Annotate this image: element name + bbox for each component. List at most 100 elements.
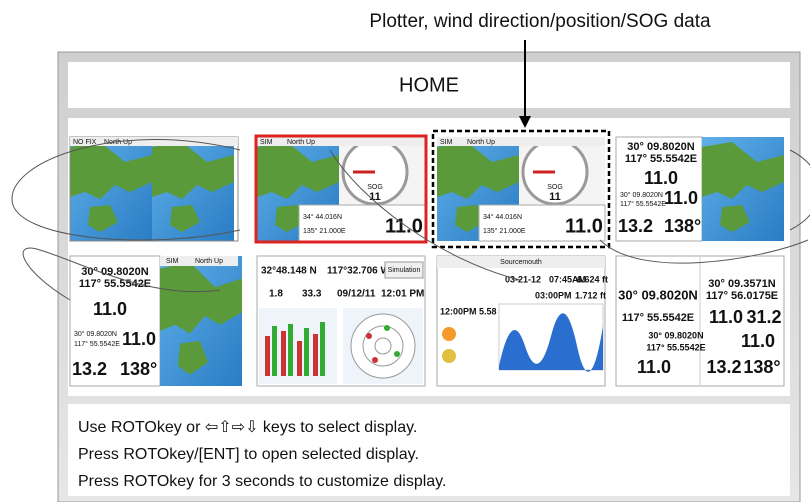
label: Simulation xyxy=(388,267,421,274)
label: 13.2 xyxy=(706,357,741,377)
label: 11.0 xyxy=(709,307,743,327)
label: 12:01 PM xyxy=(381,289,424,300)
label: 09/12/11 xyxy=(337,289,376,300)
label: North Up xyxy=(195,258,223,265)
label: 117°32.706 W xyxy=(327,266,390,277)
label: 11.0 xyxy=(741,331,775,351)
label: 30° 09.8020N xyxy=(81,266,148,278)
label: 5.58 ft xyxy=(479,306,505,316)
shape xyxy=(431,129,611,249)
display-thumb: Sourcemouth 03-21-12 07:45AM 6.624 ft 03… xyxy=(436,255,608,387)
shape xyxy=(69,255,161,387)
shape xyxy=(11,139,241,241)
instruction-area xyxy=(68,404,790,496)
label: 135° 21.000E xyxy=(483,227,526,235)
label: 03-21-12 xyxy=(505,274,541,284)
label: SIM xyxy=(260,139,273,146)
label: 117° 55.5542E xyxy=(79,278,151,290)
label: 117° 55.5542E xyxy=(74,340,120,348)
shape xyxy=(281,331,286,376)
shape xyxy=(599,239,809,264)
display-thumb: SIM North Up 30° 09.8020N 117° 55.5542E … xyxy=(69,255,242,387)
label: North Up xyxy=(467,139,495,146)
shape xyxy=(152,137,234,241)
label: 33.3 xyxy=(302,289,322,300)
display-thumb: 30° 09.8020N 30° 09.3571N 117° 56.0175E … xyxy=(615,255,785,387)
label: North Up xyxy=(104,139,132,146)
label: 117° 55.5542E xyxy=(646,342,705,352)
label: Sourcemouth xyxy=(500,259,542,266)
shape xyxy=(702,137,784,241)
label: 138° xyxy=(743,357,780,377)
label: 11.0 xyxy=(385,215,423,237)
label: SIM xyxy=(166,258,179,265)
label: 138° xyxy=(664,216,701,236)
label: 117° 55.5542E xyxy=(622,312,694,324)
label: 31.2 xyxy=(746,307,781,327)
annotation: Plotter, wind direction/position/SOG dat… xyxy=(369,11,711,32)
shape xyxy=(320,322,325,376)
label: 135° 21.000E xyxy=(303,227,346,235)
shape xyxy=(329,149,521,281)
shape xyxy=(478,204,606,242)
shape xyxy=(384,325,390,331)
shape xyxy=(437,137,605,146)
label: 6.624 ft xyxy=(577,274,608,284)
label: NO FIX xyxy=(73,139,97,146)
label: 32°48.148 N xyxy=(261,266,317,277)
label: 138° xyxy=(120,359,157,379)
shape xyxy=(272,326,277,376)
shape xyxy=(70,137,238,146)
display-thumb: 30° 09.8020N 117° 55.5542E 11.0 30° 09.8… xyxy=(615,136,784,242)
shape xyxy=(362,325,404,367)
label: 11.0 xyxy=(565,215,603,237)
display-thumb: SIM North Up SOG 11 34° 44.016N 135° 21.… xyxy=(431,129,611,249)
shape xyxy=(160,256,242,386)
home-title: HOME xyxy=(399,74,459,96)
label: 34° 44.016N xyxy=(483,213,522,221)
shape xyxy=(350,313,416,379)
shape xyxy=(70,137,152,241)
label: 117° 56.0175E xyxy=(706,290,778,302)
shape xyxy=(298,204,426,242)
shape xyxy=(288,324,293,376)
shape xyxy=(160,256,242,386)
label: 11 xyxy=(369,191,381,203)
label: SOG xyxy=(367,184,383,191)
shape xyxy=(257,137,425,146)
shape xyxy=(366,333,372,339)
label: 30° 09.3571N xyxy=(708,278,775,290)
shape xyxy=(437,256,605,268)
label: 30° 09.8020N xyxy=(620,191,663,199)
label: 34° 44.016N xyxy=(303,213,342,221)
label: 30° 09.8020N xyxy=(648,330,703,340)
shape xyxy=(442,349,456,363)
label: 1.712 ft xyxy=(575,290,606,300)
shape xyxy=(442,327,456,341)
display-thumb: 32°48.148 N 117°32.706 W Simulation 1.8 … xyxy=(256,255,426,387)
arrow-head xyxy=(519,116,531,128)
shape xyxy=(22,247,221,301)
shape xyxy=(313,334,318,376)
instruction: Press ROTOkey for 3 seconds to customize… xyxy=(78,473,446,490)
swipe-loops xyxy=(11,139,810,301)
label: 11.0 xyxy=(664,188,698,208)
display-thumb: NO FIX North Up xyxy=(69,136,239,242)
label: 1.8 xyxy=(269,289,283,300)
label: 13.2 xyxy=(618,216,653,236)
shape xyxy=(272,322,325,376)
shape xyxy=(265,331,318,376)
label: 13.2 xyxy=(72,359,107,379)
label: 11.0 xyxy=(93,299,127,319)
shape xyxy=(789,149,810,231)
label: 03:00PM xyxy=(535,290,572,300)
shape xyxy=(160,256,238,266)
label: SOG xyxy=(547,184,563,191)
label: 11.0 xyxy=(644,168,678,188)
label: 12:00PM xyxy=(440,306,477,316)
label: 30° 09.8020N xyxy=(74,330,117,338)
label: 07:45AM xyxy=(549,274,586,284)
shape xyxy=(254,134,428,244)
shape xyxy=(384,261,424,279)
